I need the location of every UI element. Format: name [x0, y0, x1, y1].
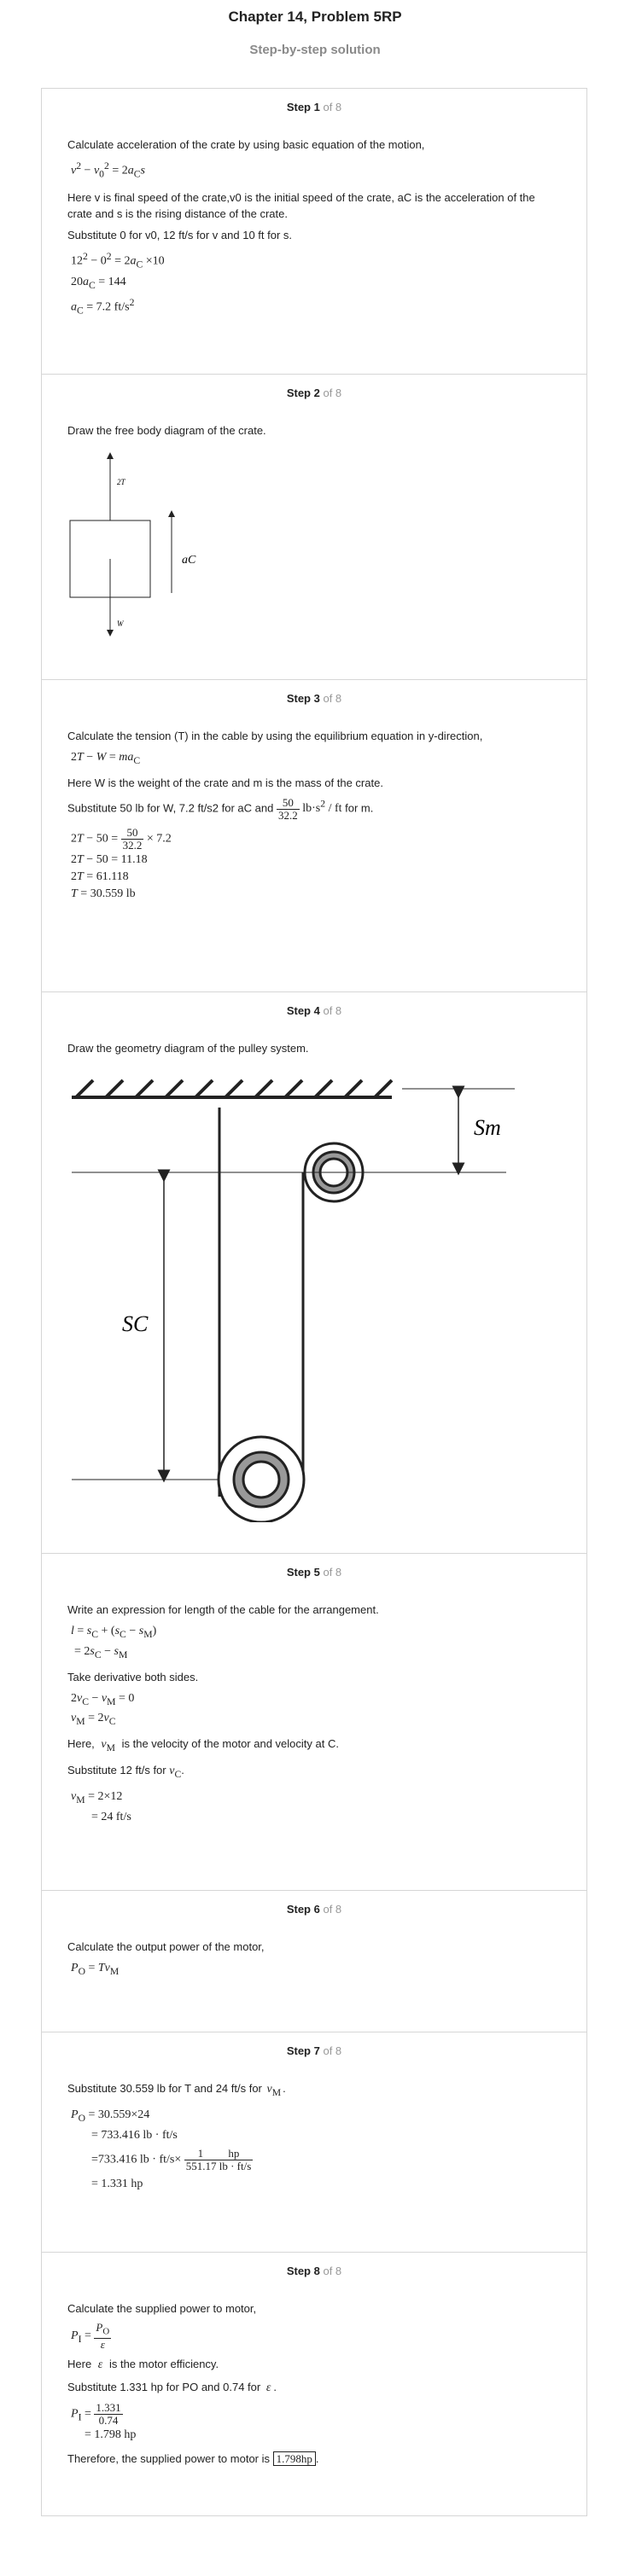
step-5: Step 5 of 8 Write an expression for leng…	[42, 1554, 586, 1891]
step-label: Step 6	[286, 1903, 320, 1916]
sc-label: SC	[122, 1311, 149, 1336]
step-1-eq-1: v2 − v02 = 2aCs	[71, 160, 145, 180]
ceiling-hatching	[74, 1079, 394, 1099]
step-label: Step 1	[286, 101, 320, 113]
step-count: of 8	[323, 1566, 342, 1579]
final-answer-box: 1.798hp	[272, 2451, 316, 2466]
step-8-text-4: Therefore, the supplied power to motor i…	[67, 2451, 319, 2466]
step-count: of 8	[323, 1903, 342, 1916]
step-8-eq-1: PI = PO ε	[71, 2321, 112, 2351]
step-3-eq-2: 2T − 50 = 50 32.2 × 7.2 2T − 50 = 11.18 2…	[71, 825, 172, 900]
step-7-text-1: Substitute 30.559 lb for T and 24 ft/s f…	[67, 2082, 286, 2098]
step-8-text-3: Substitute 1.331 hp for PO and 0.74 for …	[67, 2380, 277, 2394]
step-6-eq-1: PO = TvM	[71, 1962, 120, 1977]
step-5-eq-3: vM = 2×12 = 24 ft/s	[71, 1789, 131, 1823]
weight-label: W	[117, 619, 125, 628]
step-7-eq-1: PO = 30.559×24 = 733.416 lb · ft/s =733.…	[71, 2108, 254, 2190]
step-5-eq-1: l = sC + (sC − sM) = 2sC − sM	[71, 1625, 157, 1660]
tension-label: 2T	[117, 478, 126, 486]
step-8-header: Step 8 of 8	[42, 2253, 586, 2300]
step-label: Step 8	[286, 2265, 320, 2277]
step-4: Step 4 of 8 Draw the geometry diagram of…	[42, 992, 586, 1554]
step-2: Step 2 of 8 Draw the free body diagram o…	[42, 375, 586, 680]
step-count: of 8	[323, 692, 342, 705]
step-3-text-1: Calculate the tension (T) in the cable b…	[67, 730, 483, 742]
step-count: of 8	[323, 2044, 342, 2057]
step-8-text-1: Calculate the supplied power to motor,	[67, 2302, 257, 2315]
page-title: Chapter 14, Problem 5RP	[228, 9, 402, 25]
step-count: of 8	[323, 387, 342, 399]
step-7: Step 7 of 8 Substitute 30.559 lb for T a…	[42, 2032, 586, 2253]
step-1-eq-2: 122 − 02 = 2aC ×10 20aC = 144 aC = 7.2 f…	[71, 251, 165, 317]
step-2-header: Step 2 of 8	[42, 375, 586, 422]
step-5-header: Step 5 of 8	[42, 1554, 586, 1602]
step-3-text-2: Here W is the weight of the crate and m …	[67, 776, 383, 789]
step-count: of 8	[323, 101, 342, 113]
step-4-header: Step 4 of 8	[42, 992, 586, 1040]
step-6: Step 6 of 8 Calculate the output power o…	[42, 1891, 586, 2032]
step-7-header: Step 7 of 8	[42, 2032, 586, 2080]
step-label: Step 4	[286, 1004, 320, 1017]
step-count: of 8	[323, 1004, 342, 1017]
step-1-header: Step 1 of 8	[42, 89, 586, 137]
step-5-eq-2: 2vC − vM = 0 vM = 2vC	[71, 1691, 135, 1728]
step-5-text-4: Substitute 12 ft/s for vC.	[67, 1763, 184, 1780]
sm-label: Sm	[474, 1115, 501, 1140]
step-8-eq-2: PI = 1.331 0.74 = 1.798 hp	[71, 2400, 137, 2441]
step-3-header: Step 3 of 8	[42, 680, 586, 728]
steps-container: Step 1 of 8 Calculate acceleration of th…	[41, 88, 587, 2516]
step-6-text-1: Calculate the output power of the motor,	[67, 1940, 265, 1953]
step-6-header: Step 6 of 8	[42, 1891, 586, 1939]
step-count: of 8	[323, 2265, 342, 2277]
step-1: Step 1 of 8 Calculate acceleration of th…	[42, 89, 586, 375]
step-label: Step 3	[286, 692, 320, 705]
step-2-text-1: Draw the free body diagram of the crate.	[67, 424, 266, 437]
step-3-text-3: Substitute 50 lb for W, 7.2 ft/s2 for aC…	[67, 795, 374, 822]
acceleration-label: aC	[182, 554, 196, 567]
step-3: Step 3 of 8 Calculate the tension (T) in…	[42, 680, 586, 992]
step-5-text-3: Here, vM is the velocity of the motor an…	[67, 1737, 339, 1753]
step-5-text-2: Take derivative both sides.	[67, 1670, 199, 1683]
step-1-text-2: Here v is final speed of the crate,v0 is…	[67, 191, 535, 221]
step-3-eq-1: 2T − W = maC	[71, 751, 141, 766]
page-subtitle: Step-by-step solution	[249, 43, 381, 57]
step-1-text-3: Substitute 0 for v0, 12 ft/s for v and 1…	[67, 229, 293, 242]
step-label: Step 2	[286, 387, 320, 399]
step-label: Step 7	[286, 2044, 320, 2057]
free-body-diagram: 2T W aC	[69, 452, 196, 637]
step-4-text-1: Draw the geometry diagram of the pulley …	[67, 1042, 309, 1055]
step-1-text-1: Calculate acceleration of the crate by u…	[67, 138, 425, 151]
step-5-text-1: Write an expression for length of the ca…	[67, 1603, 379, 1616]
step-8: Step 8 of 8 Calculate the supplied power…	[42, 2253, 586, 2515]
step-8-text-2: Here ε is the motor efficiency.	[67, 2357, 219, 2371]
pulley-geometry-diagram: Sm SC	[72, 1079, 515, 1522]
step-label: Step 5	[286, 1566, 320, 1579]
